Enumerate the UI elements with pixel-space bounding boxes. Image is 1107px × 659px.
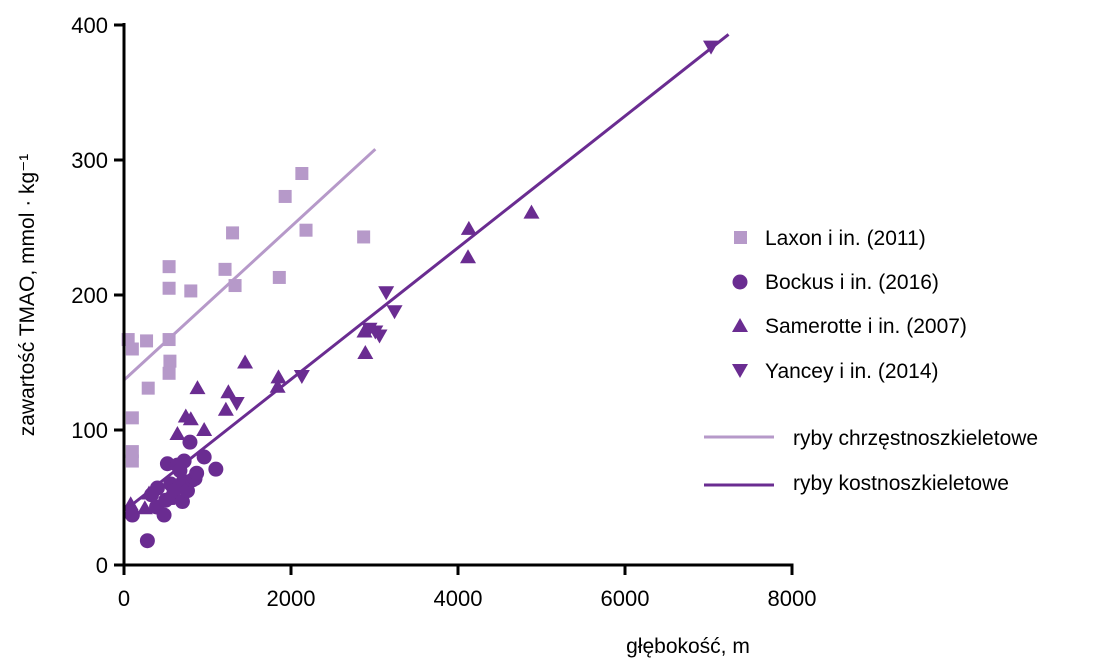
legend: Laxon i in. (2011) Bockus i in. (2016) S…: [704, 227, 1038, 495]
data-point: [162, 281, 176, 295]
plot-area: [121, 33, 730, 549]
y-axis-title: zawartość TMAO, mmol · kg⁻¹: [16, 154, 39, 437]
data-point: [228, 397, 245, 411]
data-point: [156, 507, 172, 523]
data-point: [122, 496, 139, 511]
data-point: [386, 305, 403, 320]
data-point: [220, 384, 237, 399]
data-point: [226, 226, 240, 240]
data-point: [125, 342, 139, 356]
data-point: [293, 370, 310, 384]
x-tick-label: 2000: [267, 586, 316, 611]
regression-line: [122, 148, 377, 382]
x-tick-label: 4000: [434, 586, 483, 611]
data-point: [228, 279, 242, 293]
y-tick-label: 400: [71, 13, 108, 38]
data-point: [703, 40, 720, 55]
data-point: [460, 249, 477, 264]
legend-marker-yancey: [732, 364, 748, 378]
data-point: [184, 284, 198, 298]
x-tick-label: 8000: [768, 586, 817, 611]
data-point: [196, 422, 213, 436]
data-point: [460, 220, 477, 235]
x-tick-label: 6000: [601, 586, 650, 611]
data-point: [124, 507, 140, 523]
data-point: [270, 369, 287, 384]
data-point: [136, 500, 153, 515]
legend-label-yancey: Yancey i in. (2014): [765, 360, 939, 383]
data-point: [357, 230, 371, 244]
data-point: [139, 533, 155, 549]
data-point: [371, 329, 388, 344]
data-point: [217, 401, 234, 416]
data-point: [166, 483, 182, 499]
data-point: [208, 461, 224, 477]
regression-line: [123, 33, 730, 513]
legend-marker-laxon: [734, 231, 747, 244]
y-tick-label: 300: [71, 148, 108, 173]
data-point: [523, 204, 540, 219]
data-point: [169, 426, 186, 441]
data-point: [163, 354, 177, 368]
data-point: [162, 366, 176, 380]
legend-label-samerotte: Samerotte i in. (2007): [765, 315, 967, 338]
data-point: [295, 167, 309, 180]
data-point: [159, 490, 176, 505]
data-point: [357, 345, 374, 360]
data-point: [189, 380, 206, 395]
legend-label-bockus: Bockus i in. (2016): [765, 271, 939, 294]
y-tick-label: 200: [71, 283, 108, 308]
legend-label-laxon: Laxon i in. (2011): [765, 227, 926, 250]
y-tick-label: 100: [71, 418, 108, 443]
data-point: [272, 270, 286, 284]
legend-label-bony: ryby kostnoszkieletowe: [793, 472, 1009, 495]
data-point: [162, 260, 176, 274]
data-point: [218, 262, 232, 276]
legend-label-cartilaginous: ryby chrzęstnoszkieletowe: [793, 427, 1038, 450]
data-point: [182, 434, 198, 450]
data-point: [299, 223, 313, 237]
data-point: [140, 334, 154, 348]
data-point: [149, 480, 165, 496]
x-tick-label: 0: [118, 586, 130, 611]
legend-marker-samerotte: [732, 318, 748, 332]
data-point: [125, 454, 139, 468]
data-point: [125, 411, 139, 425]
y-tick-label: 0: [96, 553, 108, 578]
data-point: [141, 485, 158, 500]
data-point: [162, 333, 176, 347]
data-point: [182, 411, 199, 426]
data-point: [196, 449, 212, 465]
x-axis-title: głębokość, m: [626, 635, 750, 658]
data-point: [378, 286, 395, 301]
data-point: [176, 453, 192, 469]
data-point: [189, 465, 205, 481]
legend-marker-bockus: [732, 274, 748, 290]
data-point: [141, 381, 155, 395]
data-point: [278, 189, 292, 203]
data-point: [237, 354, 254, 369]
data-point: [269, 378, 286, 393]
